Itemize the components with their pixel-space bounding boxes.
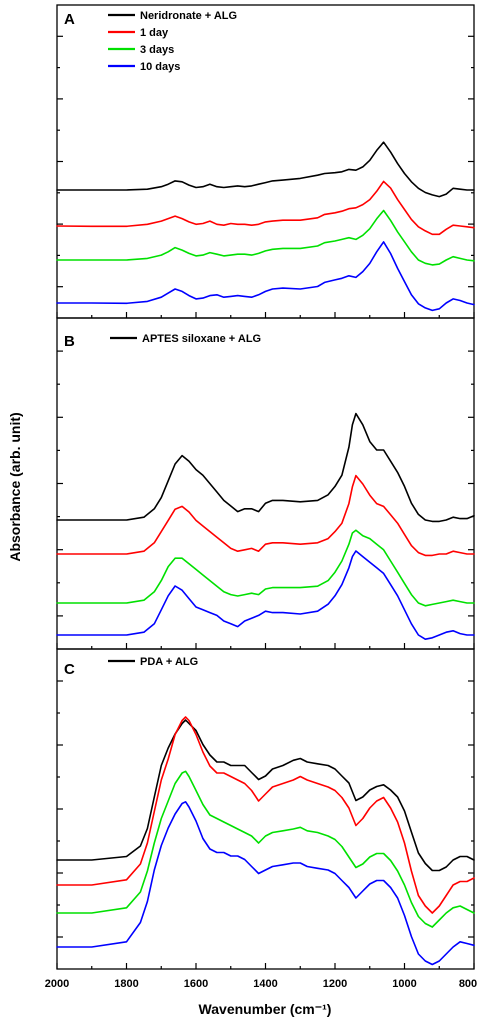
x-tick-label-1800: 1800 [114, 978, 138, 990]
trace-panel-b-10-days [56, 550, 475, 641]
panel-a-frame [56, 4, 475, 319]
panel-a-letter: A [64, 11, 75, 28]
legend-label-10-days: 10 days [140, 61, 180, 73]
legend-label-neridronate: Neridronate + ALG [140, 10, 237, 22]
trace-panel-a-neridronate-alg [56, 141, 475, 198]
trace-panel-b-1-day [56, 474, 475, 557]
trace-panel-b-3-days [56, 529, 475, 607]
trace-panel-c-pda-alg [56, 719, 475, 872]
x-tick-label-1200: 1200 [323, 978, 347, 990]
trace-panel-b-aptes-siloxane-alg [56, 412, 475, 523]
axis-ticks [56, 35, 475, 969]
trace-panel-a-3-days [56, 209, 475, 266]
spectra-traces [56, 141, 475, 966]
legend-label-aptes: APTES siloxane + ALG [142, 333, 261, 345]
x-tick-label-1000: 1000 [392, 978, 416, 990]
x-tick-label-2000: 2000 [45, 978, 69, 990]
legend-panel-c: PDA + ALG [108, 656, 198, 668]
legend-panel-b: APTES siloxane + ALG [110, 333, 261, 345]
legend-label-1-day: 1 day [140, 27, 169, 39]
panel-b-frame [56, 317, 475, 650]
x-tick-label-1600: 1600 [184, 978, 208, 990]
panel-c-frame [56, 648, 475, 970]
panel-b-letter: B [64, 333, 75, 350]
trace-panel-c-10-days [56, 800, 475, 966]
trace-panel-c-1-day [56, 716, 475, 914]
trace-panel-c-3-days [56, 770, 475, 928]
y-axis-title: Absorbance (arb. unit) [7, 412, 23, 561]
x-tick-label-1400: 1400 [253, 978, 277, 990]
trace-panel-a-1-day [56, 180, 475, 236]
legend-label-3-days: 3 days [140, 44, 174, 56]
trace-panel-a-10-days [56, 241, 475, 312]
x-axis-title: Wavenumber (cm⁻¹) [199, 1001, 332, 1017]
legend-panel-a: Neridronate + ALG 1 day 3 days 10 days [108, 10, 237, 73]
x-tick-label-800: 800 [459, 978, 477, 990]
x-tick-labels: 2000 1800 1600 1400 1200 1000 800 [45, 978, 477, 990]
legend-label-pda: PDA + ALG [140, 656, 198, 668]
panel-c-letter: C [64, 661, 75, 678]
